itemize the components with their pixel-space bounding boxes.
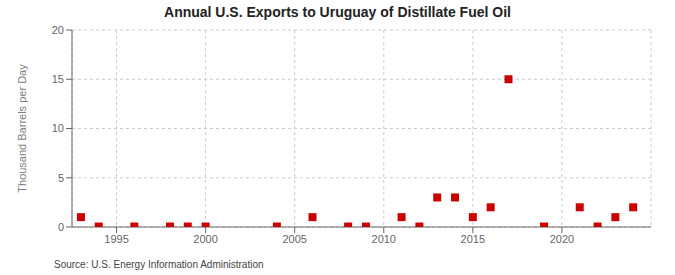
svg-text:0: 0 (58, 221, 64, 233)
svg-text:10: 10 (52, 122, 64, 134)
svg-text:2020: 2020 (550, 233, 574, 245)
html-text:Annual U.S. Exports to Uruguay: Annual U.S. Exports to Uruguay of Distil… (164, 4, 511, 20)
svg-text:2010: 2010 (372, 233, 396, 245)
svg-text:15: 15 (52, 73, 64, 85)
svg-text:2000: 2000 (193, 233, 217, 245)
svg-text:Thousand Barrels per Day: Thousand Barrels per Day (16, 64, 28, 193)
html-text:Source: U.S. Energy Informatio: Source: U.S. Energy Information Administ… (54, 259, 264, 270)
svg-text:5: 5 (58, 172, 64, 184)
svg-text:1995: 1995 (104, 233, 128, 245)
svg-text:2005: 2005 (282, 233, 306, 245)
svg-text:20: 20 (52, 24, 64, 36)
svg-text:2015: 2015 (461, 233, 485, 245)
